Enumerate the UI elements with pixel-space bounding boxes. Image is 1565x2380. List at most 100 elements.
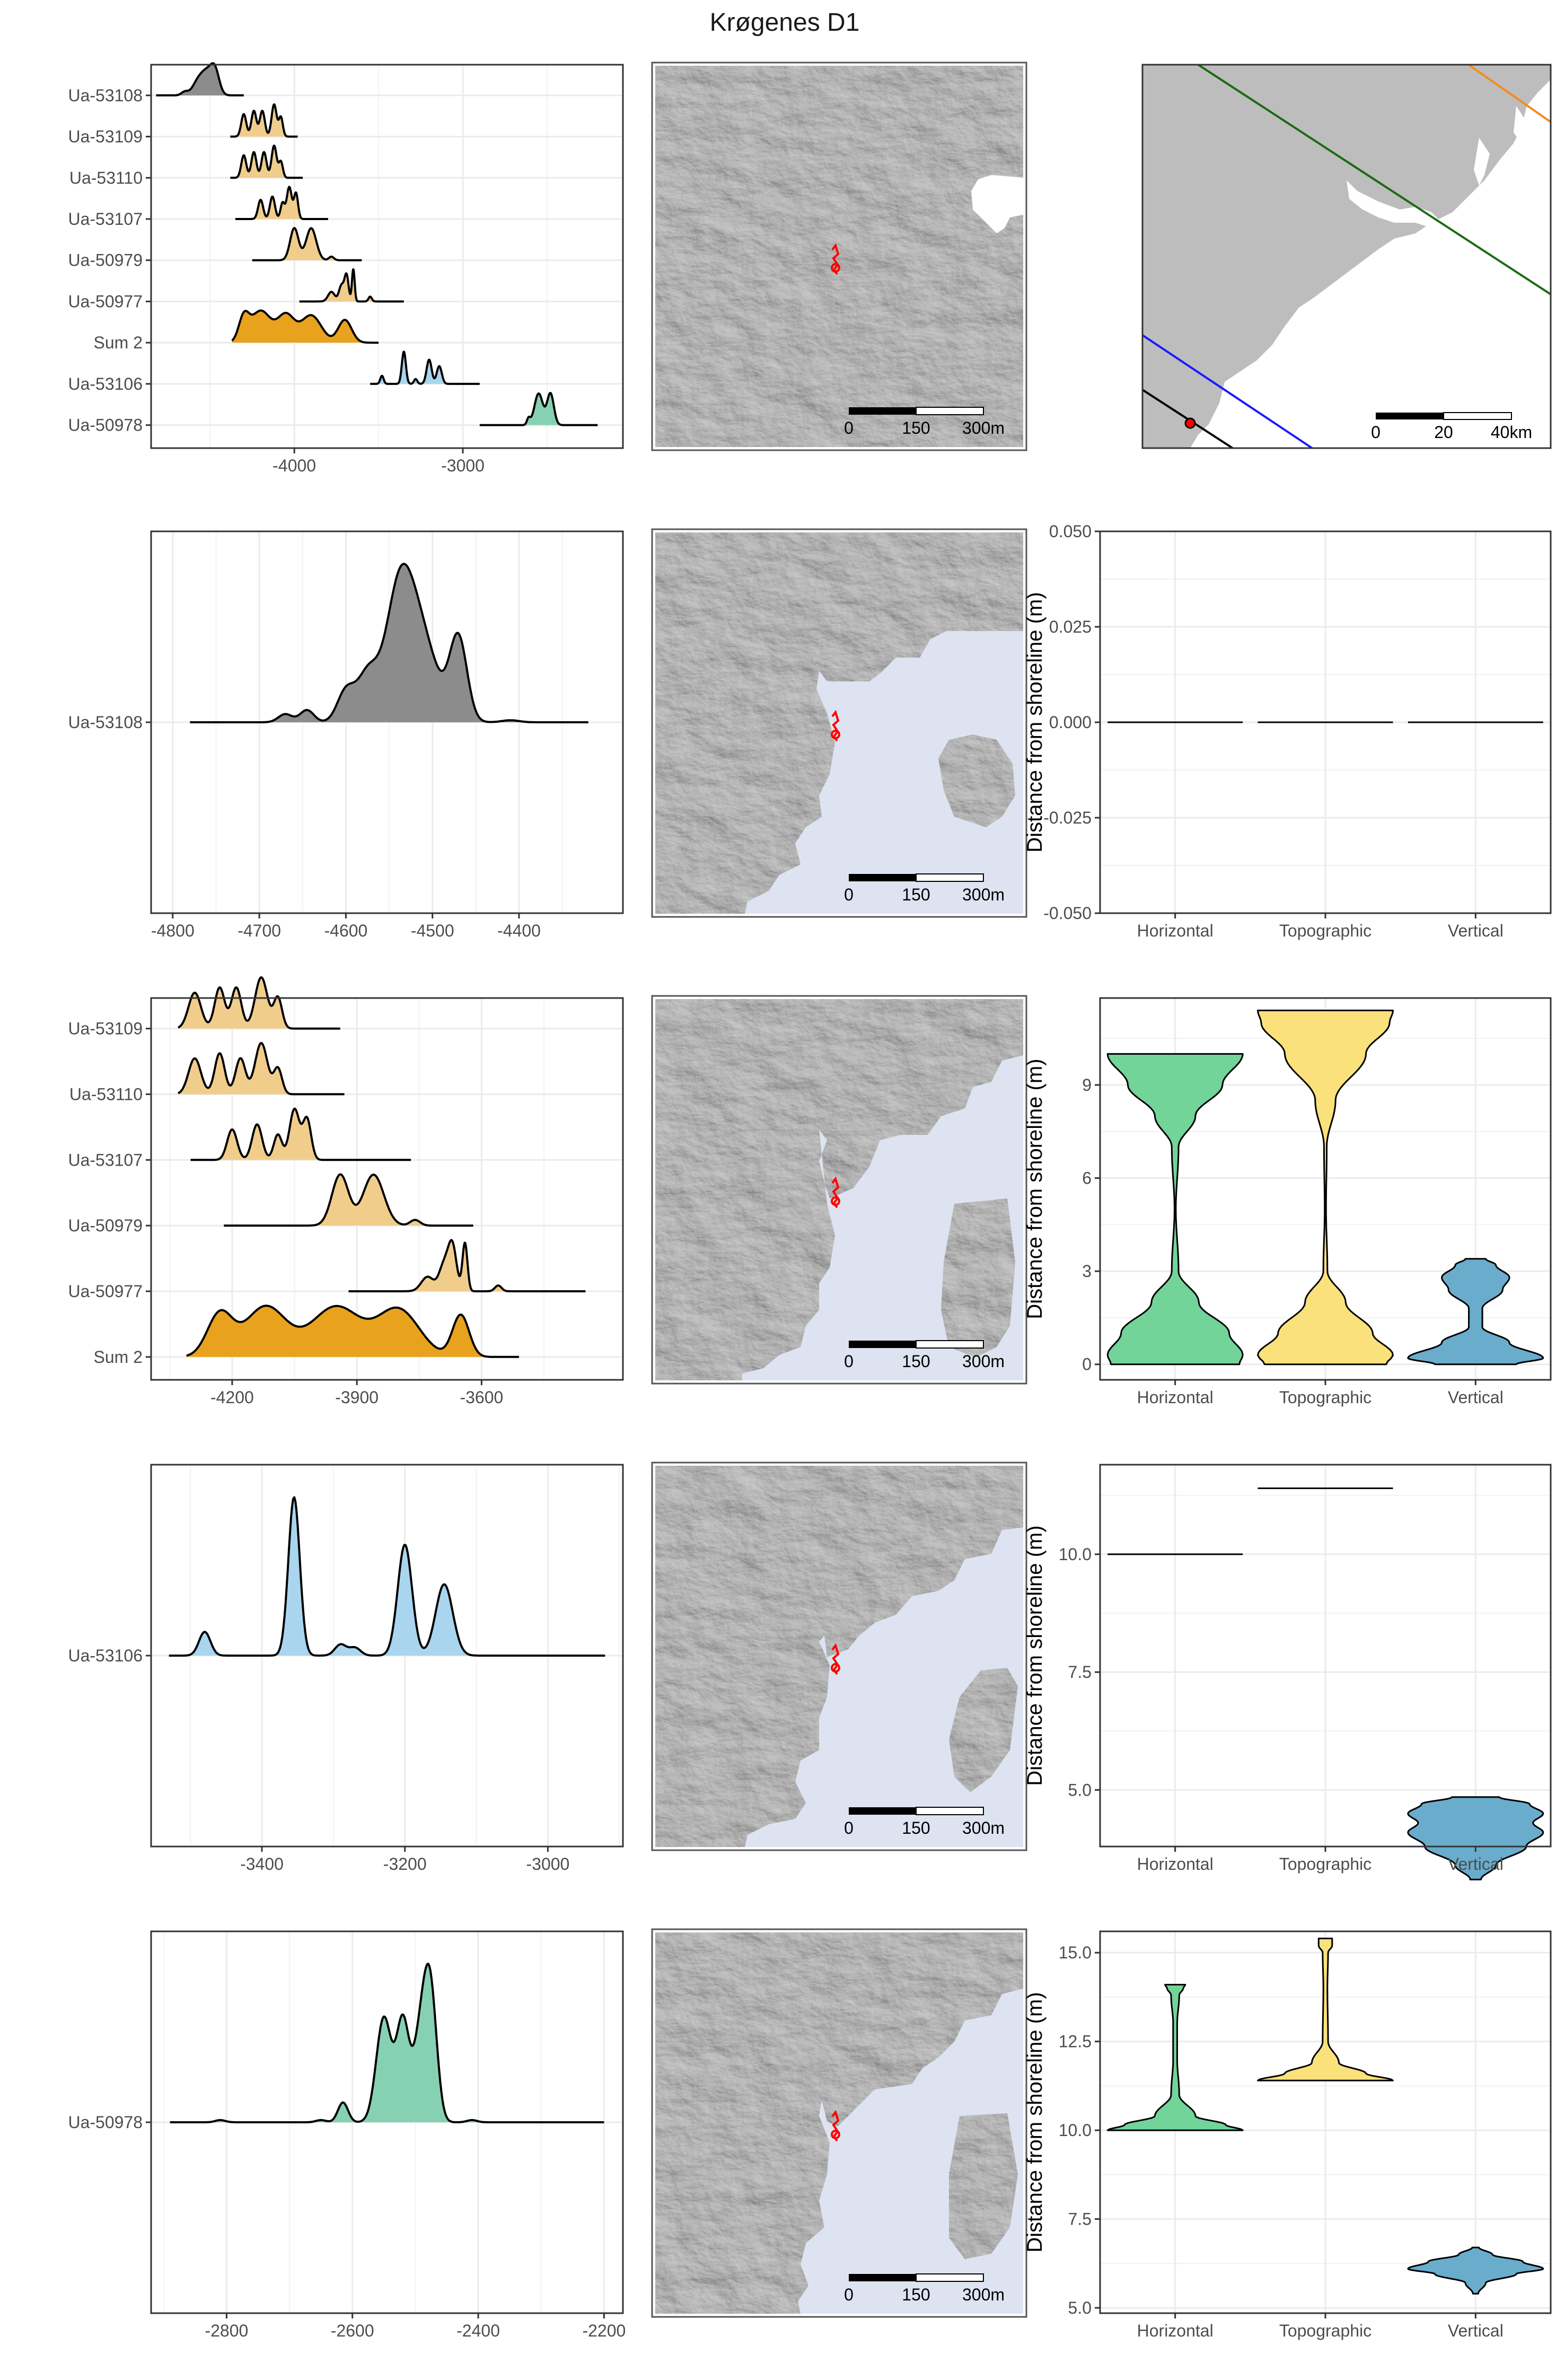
site-marker bbox=[831, 263, 840, 273]
site-polygon bbox=[831, 2110, 840, 2142]
x-tick-label: Topographic bbox=[1279, 2321, 1371, 2340]
sea-area bbox=[798, 1989, 1023, 2314]
density-line-ua-50978 bbox=[170, 1963, 604, 2123]
density-fill-ua-50978 bbox=[170, 1964, 604, 2122]
y-axis-title: Distance from shoreline (m) bbox=[1023, 1525, 1047, 1786]
x-tick-label: -3900 bbox=[335, 1388, 379, 1407]
y-tick-label: 7.5 bbox=[1068, 2210, 1092, 2229]
x-tick-label: -3200 bbox=[383, 1854, 427, 1874]
scale-bar-label: 300m bbox=[962, 1818, 1005, 1838]
density-fill-ua-53108 bbox=[190, 564, 588, 722]
density-fill-ua-50977 bbox=[299, 269, 404, 302]
scale-bar-black bbox=[849, 2274, 916, 2281]
y-tick-label: 15.0 bbox=[1059, 1943, 1092, 1962]
density-fill-ua-50979 bbox=[252, 228, 362, 260]
density-fill-ua-50979 bbox=[224, 1174, 473, 1226]
figure-title: Krøgenes D1 bbox=[710, 8, 860, 37]
density-line-ua-50977 bbox=[298, 268, 405, 303]
site-polygon bbox=[831, 710, 840, 742]
density-line-ua-50979 bbox=[251, 227, 363, 261]
map-border bbox=[1141, 64, 1552, 449]
y-axis-title: Distance from shoreline (m) bbox=[1023, 1992, 1047, 2252]
dem-map-3: 0 150 300m bbox=[651, 995, 1027, 1385]
violin-panel-5: 5.0 7.5 10.0 12.5 15.0 Horizontal Topographic V… bbox=[1023, 1930, 1552, 2340]
scale-bar-label: 0 bbox=[844, 885, 854, 904]
x-tick-label: -4400 bbox=[497, 921, 541, 940]
violin-panel-4: 5.0 7.5 10.0 Horizontal Topographic Vertical D… bbox=[1023, 1464, 1552, 1880]
x-tick-label: Horizontal bbox=[1137, 1854, 1214, 1874]
ridge-panel-4: Ua-53106 -3400 -3200 -3000 bbox=[68, 1464, 624, 1874]
y-tick-label: 9 bbox=[1082, 1075, 1092, 1095]
y-tick-label: Sum 2 bbox=[94, 1348, 143, 1367]
plot-border bbox=[150, 1930, 624, 2314]
scale-bar-white bbox=[916, 2273, 984, 2282]
x-tick-label: Topographic bbox=[1279, 1854, 1371, 1874]
plot-border bbox=[150, 530, 624, 914]
site-polygon bbox=[831, 1643, 840, 1675]
density-fill-ua-53107 bbox=[235, 187, 328, 220]
scale-bar-white bbox=[1443, 412, 1512, 420]
density-line-ua-53107 bbox=[234, 186, 329, 220]
x-tick-label: Topographic bbox=[1279, 921, 1371, 940]
scale-bar-label: 150 bbox=[902, 1352, 930, 1371]
isobase-orange bbox=[1467, 64, 1552, 123]
ridge-panel-2: Ua-53108 -4800 -4700 -4600 -4500 -4400 bbox=[68, 530, 624, 940]
y-tick-label: 0.000 bbox=[1049, 713, 1092, 732]
density-fill-ua-53106 bbox=[370, 352, 480, 384]
y-tick-label: 0.050 bbox=[1049, 522, 1092, 541]
y-tick-label: Ua-50977 bbox=[68, 292, 143, 311]
x-tick-label: -2400 bbox=[456, 2321, 500, 2340]
y-tick-label: -0.025 bbox=[1043, 808, 1092, 827]
violin-topographic bbox=[1257, 1009, 1394, 1366]
scale-bar-label: 0 bbox=[844, 1818, 854, 1838]
dem-map-2: 0 150 300m bbox=[651, 528, 1027, 918]
plot-border bbox=[150, 64, 624, 449]
x-tick-label: Vertical bbox=[1448, 2321, 1504, 2340]
y-axis-title: Distance from shoreline (m) bbox=[1023, 592, 1047, 852]
fjord bbox=[1514, 106, 1527, 143]
site-polygon bbox=[831, 243, 840, 275]
violin-panel-2: -0.050 -0.025 0.000 0.025 0.050 Horizontal Top… bbox=[1023, 522, 1552, 940]
density-line-sum-2 bbox=[231, 309, 380, 344]
y-tick-label: 5.0 bbox=[1068, 1780, 1092, 1799]
scale-bar-black bbox=[1376, 413, 1444, 419]
scale-bar-label: 0 bbox=[1371, 423, 1381, 442]
x-tick-label: -2800 bbox=[205, 2321, 248, 2340]
x-tick-label: Vertical bbox=[1448, 1854, 1504, 1874]
ridge-panel-3: Ua-53109 Ua-53110 Ua-53107 Ua-50979 Ua-50977… bbox=[68, 976, 624, 1407]
y-tick-label: Ua-53106 bbox=[68, 374, 143, 393]
nodata-area bbox=[971, 175, 1023, 233]
scale-bar-label: 0 bbox=[844, 1352, 854, 1371]
site-marker bbox=[831, 1663, 840, 1673]
y-tick-label: Ua-53107 bbox=[68, 1150, 143, 1169]
dem-map-1: 0 150 300m bbox=[651, 62, 1027, 451]
x-tick-label: -4000 bbox=[272, 456, 316, 475]
y-tick-label: 3 bbox=[1082, 1262, 1092, 1281]
x-tick-label: -2600 bbox=[331, 2321, 374, 2340]
density-line-ua-50979 bbox=[223, 1173, 474, 1227]
x-tick-label: Horizontal bbox=[1137, 1388, 1214, 1407]
scale-bar-label: 0 bbox=[844, 418, 854, 438]
overview-map: 0 20 40km bbox=[1141, 64, 1552, 449]
fjord bbox=[1347, 180, 1442, 228]
density-line-ua-53110 bbox=[229, 144, 304, 179]
x-tick-label: -4500 bbox=[411, 921, 454, 940]
x-tick-label: Horizontal bbox=[1137, 2321, 1214, 2340]
y-tick-label: 7.5 bbox=[1068, 1662, 1092, 1682]
density-line-ua-53106 bbox=[169, 1496, 605, 1657]
y-tick-label: Ua-50979 bbox=[68, 1216, 143, 1235]
y-tick-label: 0.025 bbox=[1049, 617, 1092, 636]
y-tick-label: 5.0 bbox=[1068, 2298, 1092, 2317]
violin-topographic bbox=[1257, 1937, 1394, 2081]
isobase-green bbox=[1197, 64, 1552, 295]
dem-map-5: 0 150 300m bbox=[651, 1928, 1027, 2318]
scale-bar-white bbox=[916, 1807, 984, 1815]
x-tick-label: -3600 bbox=[460, 1388, 503, 1407]
density-fill-ua-53108 bbox=[156, 63, 244, 95]
density-line-ua-53108 bbox=[190, 563, 588, 723]
ridge-panel-1: Ua-53108 Ua-53109 Ua-53110 Ua-53107 Ua-50979… bbox=[68, 62, 624, 475]
isobase-blue bbox=[1141, 334, 1313, 449]
y-tick-label: Ua-53110 bbox=[69, 1084, 143, 1104]
y-tick-label: 12.5 bbox=[1059, 2032, 1092, 2051]
violin-horizontal bbox=[1106, 1984, 1244, 2131]
